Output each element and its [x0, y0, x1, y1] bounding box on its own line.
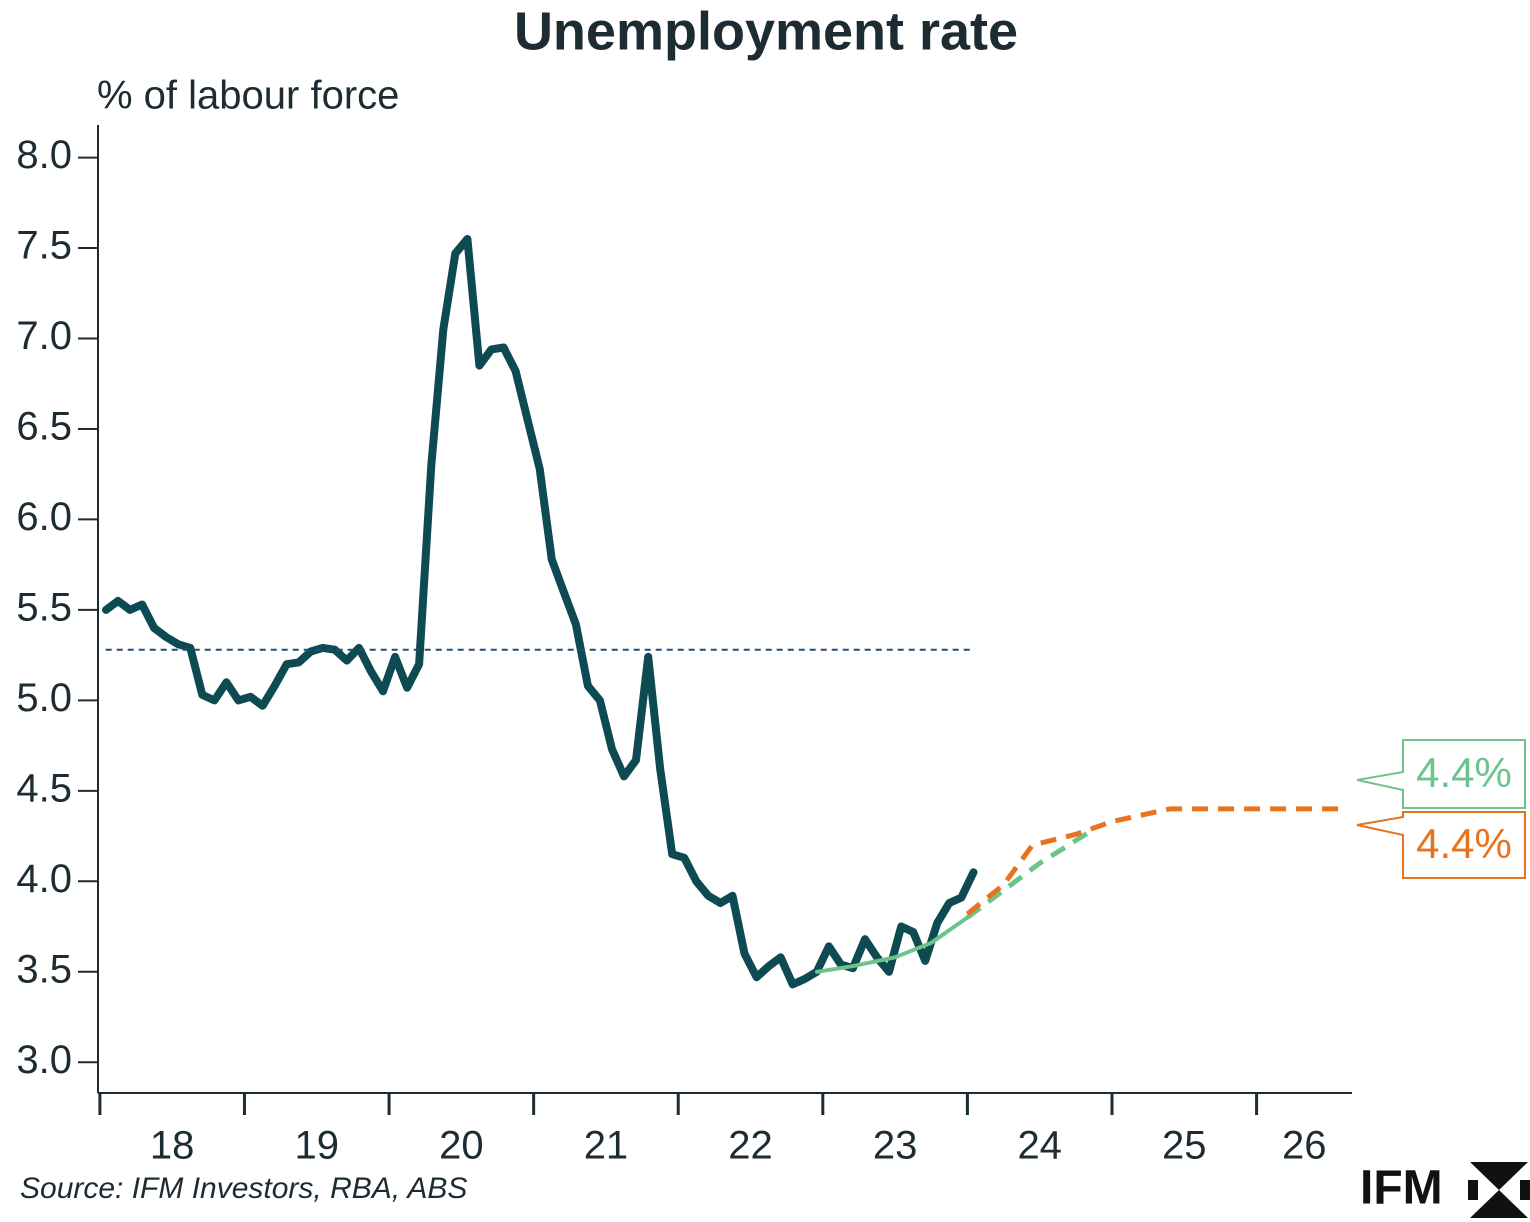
y-tick-label: 4.5 — [16, 766, 72, 810]
callout-label: 4.4% — [1416, 820, 1512, 867]
x-tick-label: 20 — [439, 1124, 484, 1168]
logo-shape — [1470, 1162, 1528, 1190]
logo-shape — [1468, 1180, 1478, 1200]
y-tick-label: 5.5 — [16, 585, 72, 629]
line — [102, 235, 978, 989]
y-tick-label: 8.0 — [16, 133, 72, 177]
x-tick-label: 24 — [1017, 1124, 1062, 1168]
source: Source: IFM Investors, RBA, ABS — [20, 1172, 467, 1205]
x-tick-label: 21 — [584, 1124, 629, 1168]
x-tick-label: 22 — [728, 1124, 773, 1168]
x-tick-label: 19 — [295, 1124, 340, 1168]
line — [965, 806, 1344, 916]
y-tick-label: 3.0 — [16, 1038, 72, 1082]
x-tick-label: 18 — [150, 1124, 195, 1168]
y-tick-label: 6.5 — [16, 405, 72, 449]
y-axis-label: % of labour force — [97, 74, 399, 118]
x-tick-label: 25 — [1162, 1124, 1207, 1168]
logo-icon — [1468, 1162, 1530, 1218]
y-tick-label: 7.5 — [16, 224, 72, 268]
y-tick-label: 6.0 — [16, 495, 72, 539]
logo-shape — [1520, 1180, 1530, 1200]
chart-title: Unemployment rate — [514, 1, 1018, 61]
x-tick-label: 23 — [873, 1124, 918, 1168]
y-tick-label: 5.0 — [16, 676, 72, 720]
callout-box — [1356, 811, 1526, 879]
line — [965, 828, 1094, 920]
x-tick-label: 26 — [1282, 1124, 1327, 1168]
y-tick-label: 4.0 — [16, 857, 72, 901]
y-tick-label: 7.0 — [16, 314, 72, 358]
line — [815, 915, 970, 974]
callout-label: 4.4% — [1416, 749, 1512, 796]
callout-box — [1356, 739, 1526, 809]
y-tick-label: 3.5 — [16, 947, 72, 991]
logo-text: IFM — [1360, 1162, 1443, 1215]
logo-shape — [1470, 1190, 1528, 1218]
